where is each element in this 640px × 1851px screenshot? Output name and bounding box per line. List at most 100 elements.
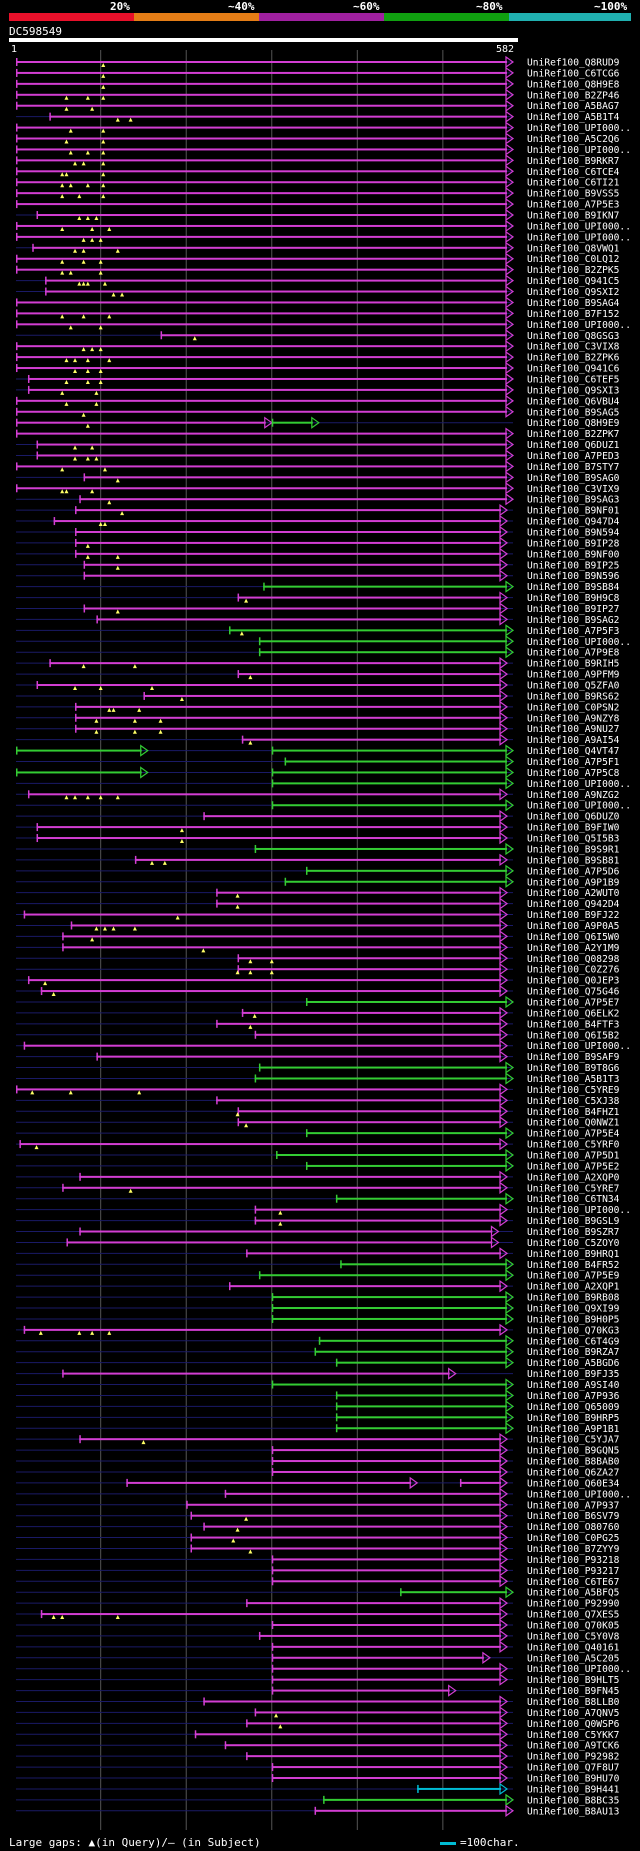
hit-segment: [254, 1219, 502, 1222]
hit-start-tick: [79, 1435, 81, 1444]
hit-start-tick: [16, 484, 18, 493]
hit-start-tick: [241, 1008, 244, 1017]
hit-start-tick: [16, 189, 18, 198]
query-gap-marker: [115, 609, 120, 614]
hit-label: UniRef100_A9SI40: [527, 1380, 620, 1391]
query-gap-marker: [248, 740, 253, 745]
hit-label: UniRef100_C6TEF5: [527, 374, 619, 385]
hit-start-tick: [417, 1784, 419, 1793]
query-gap-marker: [77, 194, 82, 199]
hit-start-tick: [16, 353, 18, 362]
hit-end-arrow: [499, 1094, 509, 1107]
query-gap-marker: [60, 1615, 65, 1620]
hit-label: UniRef100_B9SB84: [527, 582, 620, 593]
hit-segment: [271, 804, 507, 807]
query-gap-marker: [51, 992, 56, 997]
hit-end-arrow: [499, 853, 509, 867]
hit-start-tick: [27, 976, 30, 985]
hit-label: UniRef100_Q941C5: [527, 276, 619, 287]
hit-end-arrow: [499, 1476, 509, 1490]
hit-label: UniRef100_P92982: [527, 1752, 619, 1763]
hit-start-tick: [16, 1085, 18, 1094]
hit-segment: [79, 498, 507, 501]
hit-start-tick: [271, 1446, 274, 1455]
hit-label: UniRef100_C0PSN2: [527, 702, 619, 713]
hit-segment: [417, 1787, 502, 1790]
hit-start-tick: [16, 145, 18, 154]
query-gap-marker: [81, 412, 86, 417]
hit-start-tick: [62, 1183, 64, 1192]
hit-segment: [305, 1132, 507, 1135]
hit-label: UniRef100_UPI000..: [527, 1041, 631, 1052]
hit-start-tick: [335, 1391, 338, 1400]
query-gap-marker: [137, 707, 142, 712]
hit-label: UniRef100_Q7XES5: [527, 1610, 619, 1621]
hit-segment: [23, 1044, 502, 1047]
hit-label: UniRef100_UPI000..: [527, 637, 631, 648]
query-gap-marker: [235, 893, 240, 898]
hit-end-arrow: [505, 252, 515, 265]
query-gap-marker: [90, 937, 95, 942]
hit-end-arrow: [499, 1203, 509, 1216]
hit-end-arrow: [499, 1509, 509, 1522]
hit-segment: [246, 1602, 502, 1605]
query-gap-marker: [111, 292, 116, 297]
hit-segment: [16, 749, 142, 752]
hit-end-arrow: [499, 547, 509, 561]
query-gap-marker: [98, 237, 103, 242]
hit-label: UniRef100_Q6I5B2: [527, 1030, 619, 1041]
hit-label: UniRef100_B9GSL9: [527, 1216, 620, 1227]
hit-start-tick: [271, 1675, 274, 1684]
hit-label: UniRef100_B9SB81: [527, 855, 620, 866]
hit-label: UniRef100_A7P5E2: [527, 1161, 619, 1172]
hit-end-arrow: [499, 1498, 509, 1511]
hit-start-tick: [271, 1304, 274, 1313]
query-gap-marker: [90, 237, 95, 242]
hit-label: UniRef100_B9SAG5: [527, 407, 619, 418]
hit-label: UniRef100_B9NF01: [527, 506, 620, 517]
hit-end-arrow: [505, 493, 515, 506]
query-gap-marker: [107, 707, 112, 712]
hit-end-arrow: [499, 1749, 509, 1763]
hit-end-arrow: [505, 154, 515, 167]
query-scale-bar: [9, 38, 518, 42]
hit-start-tick: [16, 746, 18, 755]
hit-label: UniRef100_A9AI54: [527, 735, 620, 746]
hit-segment: [271, 1656, 484, 1659]
hit-segment: [271, 749, 507, 752]
hit-start-tick: [83, 604, 86, 613]
query-gap-marker: [73, 456, 78, 461]
hit-end-arrow: [499, 1116, 509, 1129]
hit-end-arrow: [499, 678, 509, 692]
hit-label: UniRef100_P93217: [527, 1566, 620, 1577]
hit-segment: [229, 1285, 502, 1288]
hit-segment: [459, 1481, 502, 1484]
hit-segment: [258, 1066, 507, 1069]
query-gap-marker: [94, 718, 99, 723]
hit-segment: [75, 552, 502, 555]
hit-segment: [62, 1372, 450, 1375]
hit-label: UniRef100_UPI000..: [527, 123, 631, 134]
hit-label: UniRef100_A9P1B9: [527, 877, 620, 888]
hit-segment: [194, 1733, 502, 1736]
query-gap-marker: [101, 183, 106, 188]
hit-segment: [237, 596, 502, 599]
hit-label: UniRef100_B9SAF9: [527, 1052, 620, 1063]
query-gap-marker: [98, 369, 103, 374]
hit-segment: [75, 530, 502, 533]
hit-label: UniRef100_B9S9R1: [527, 844, 620, 855]
hit-end-arrow: [505, 143, 515, 156]
hit-segment: [254, 1208, 502, 1211]
hit-segment: [96, 1055, 502, 1058]
hit-label: UniRef100_Q942D4: [527, 899, 620, 910]
hit-end-arrow: [499, 1717, 509, 1730]
hit-segment: [16, 465, 507, 468]
hit-segment: [241, 738, 502, 741]
hit-segment: [27, 793, 502, 796]
hit-label: UniRef100_A5C2Q6: [527, 134, 620, 145]
colorbar-segment: [9, 13, 134, 21]
query-gap-marker: [85, 281, 90, 286]
query-gap-marker: [60, 270, 65, 275]
hit-segment: [246, 1252, 502, 1255]
hit-start-tick: [271, 1774, 274, 1783]
